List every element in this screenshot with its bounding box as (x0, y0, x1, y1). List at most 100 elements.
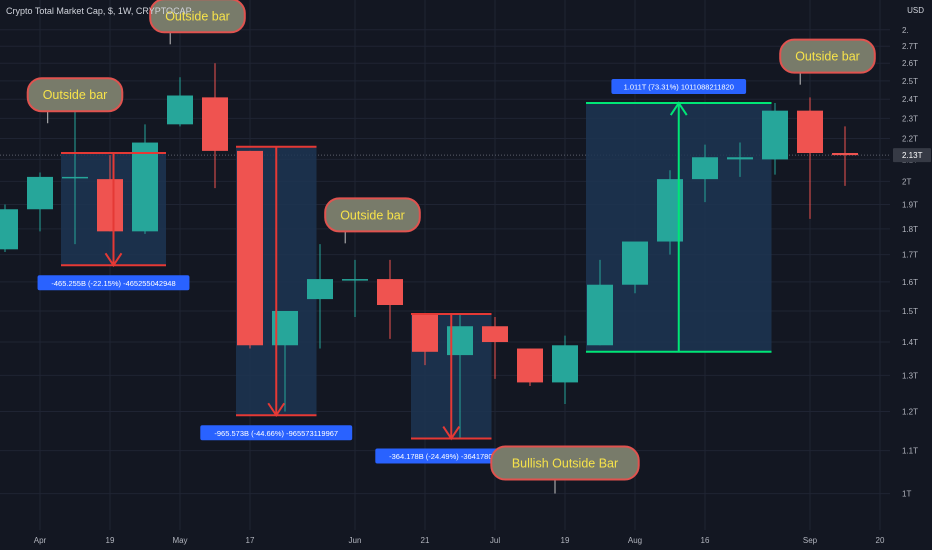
callout-text: Outside bar (165, 9, 230, 23)
measure-label: -965.573B (-44.66%) -965573119967 (214, 429, 338, 438)
x-tick-label: May (172, 536, 187, 545)
y-tick-label: 2T (902, 177, 911, 186)
candle[interactable] (167, 77, 193, 127)
candle[interactable] (0, 204, 18, 252)
candle[interactable] (237, 150, 263, 349)
callout: Bullish Outside Bar (490, 445, 640, 494)
candle[interactable] (62, 103, 88, 245)
measure-lines: -465.255B (-22.15%) -465255042948 -965.57… (37, 79, 772, 464)
x-tick-label: 21 (421, 536, 430, 545)
y-tick-label: 1.4T (902, 338, 918, 347)
candle-body (587, 284, 613, 346)
y-tick-label: 2.5T (902, 77, 918, 86)
candle[interactable] (27, 172, 53, 232)
candle-body (237, 150, 263, 346)
y-tick-label: 2. (902, 26, 909, 35)
candle-body (377, 279, 403, 305)
candle[interactable] (727, 142, 753, 177)
y-tick-label: 1.7T (902, 251, 918, 260)
last-price-label: 2.13T (902, 151, 923, 160)
callout: Outside bar (26, 77, 124, 124)
y-tick-label: 1.1T (902, 447, 918, 456)
callout-bubble (26, 77, 124, 113)
candle[interactable] (797, 97, 823, 219)
candle[interactable] (692, 144, 718, 203)
candle-body (97, 179, 123, 232)
price-axis[interactable]: 1T 1.1T 1.2T 1.3T 1.4T 1.5T 1.6T 1.7T 1.8T 1.9T 2T… (893, 26, 931, 499)
candles[interactable] (0, 63, 858, 439)
candle-body (167, 95, 193, 125)
y-tick-label: 1.5T (902, 307, 918, 316)
candle-body (27, 176, 53, 210)
candle[interactable] (132, 124, 158, 234)
callouts: Outside bar Outside bar Outside bar Outside… (26, 0, 876, 494)
x-tick-label: 19 (106, 536, 115, 545)
callout: Outside bar (324, 197, 421, 244)
callout-text: Outside bar (43, 88, 108, 102)
callout-text: Outside bar (795, 50, 860, 64)
measure-label-box (37, 275, 190, 291)
candle[interactable] (482, 317, 508, 379)
x-tick-label: 20 (876, 536, 885, 545)
callout: Outside bar (779, 38, 876, 85)
candle[interactable] (587, 259, 613, 346)
currency-label: USD (907, 6, 924, 15)
candle[interactable] (342, 259, 368, 318)
y-tick-label: 2.6T (902, 59, 918, 68)
last-price-tag (893, 148, 931, 163)
candle-body (202, 97, 228, 151)
y-tick-label: 1T (902, 490, 911, 499)
candle-body (307, 279, 333, 300)
y-tick-label: 1.3T (902, 371, 918, 380)
candle[interactable] (762, 103, 788, 175)
candle-body (482, 326, 508, 343)
candle[interactable] (412, 313, 438, 366)
candle[interactable] (517, 348, 543, 386)
measure-arrow-head (669, 101, 688, 116)
callout-text: Bullish Outside Bar (512, 457, 618, 471)
candle-body (62, 176, 88, 179)
y-tick-label: 1.6T (902, 278, 918, 287)
y-tick-label: 1.9T (902, 200, 918, 209)
time-axis[interactable]: Apr 19 May 17 Jun 21 Jul 19 Aug 16 Sep 20 (34, 536, 885, 545)
measure-label-box (200, 425, 353, 441)
symbol-title: Crypto Total Market Cap, $, 1W, CRYPTOCA… (6, 6, 192, 16)
candle-body (797, 110, 823, 154)
candle[interactable] (97, 155, 123, 232)
candle[interactable] (622, 241, 648, 294)
y-tick-label: 2.3T (902, 114, 918, 123)
candle[interactable] (832, 126, 858, 186)
candle-body (412, 313, 438, 352)
candle-body (132, 142, 158, 232)
callout-bubble (779, 38, 876, 74)
callout-bubble (490, 445, 640, 481)
x-tick-label: Aug (628, 536, 642, 545)
candle-body (622, 241, 648, 285)
x-tick-label: 19 (561, 536, 570, 545)
y-tick-label: 1.2T (902, 407, 918, 416)
measure-label: -364.178B (-24.49%) -364178097150 (389, 452, 513, 461)
candle-body (0, 209, 18, 250)
callout-text: Outside bar (340, 208, 405, 222)
y-tick-label: 2.2T (902, 134, 918, 143)
candle-body (727, 157, 753, 160)
measure-arrow-head (267, 402, 286, 418)
measure-label-box (611, 79, 747, 95)
x-tick-label: 16 (701, 536, 710, 545)
measure-label-box (375, 448, 528, 464)
callout: Outside bar (149, 0, 246, 45)
candle-body (832, 153, 858, 156)
x-tick-label: Apr (34, 536, 47, 545)
candle[interactable] (552, 335, 578, 405)
candle[interactable] (202, 63, 228, 189)
x-tick-label: Sep (803, 536, 818, 545)
candle[interactable] (307, 244, 333, 349)
x-tick-label: 17 (246, 536, 255, 545)
measure-label: 1.011T (73.31%) 1011088211820 (624, 83, 734, 92)
measure-arrow-head (104, 252, 123, 268)
candle[interactable] (377, 259, 403, 339)
callout-bubble (149, 0, 246, 34)
measure-arrow-head (442, 426, 461, 441)
